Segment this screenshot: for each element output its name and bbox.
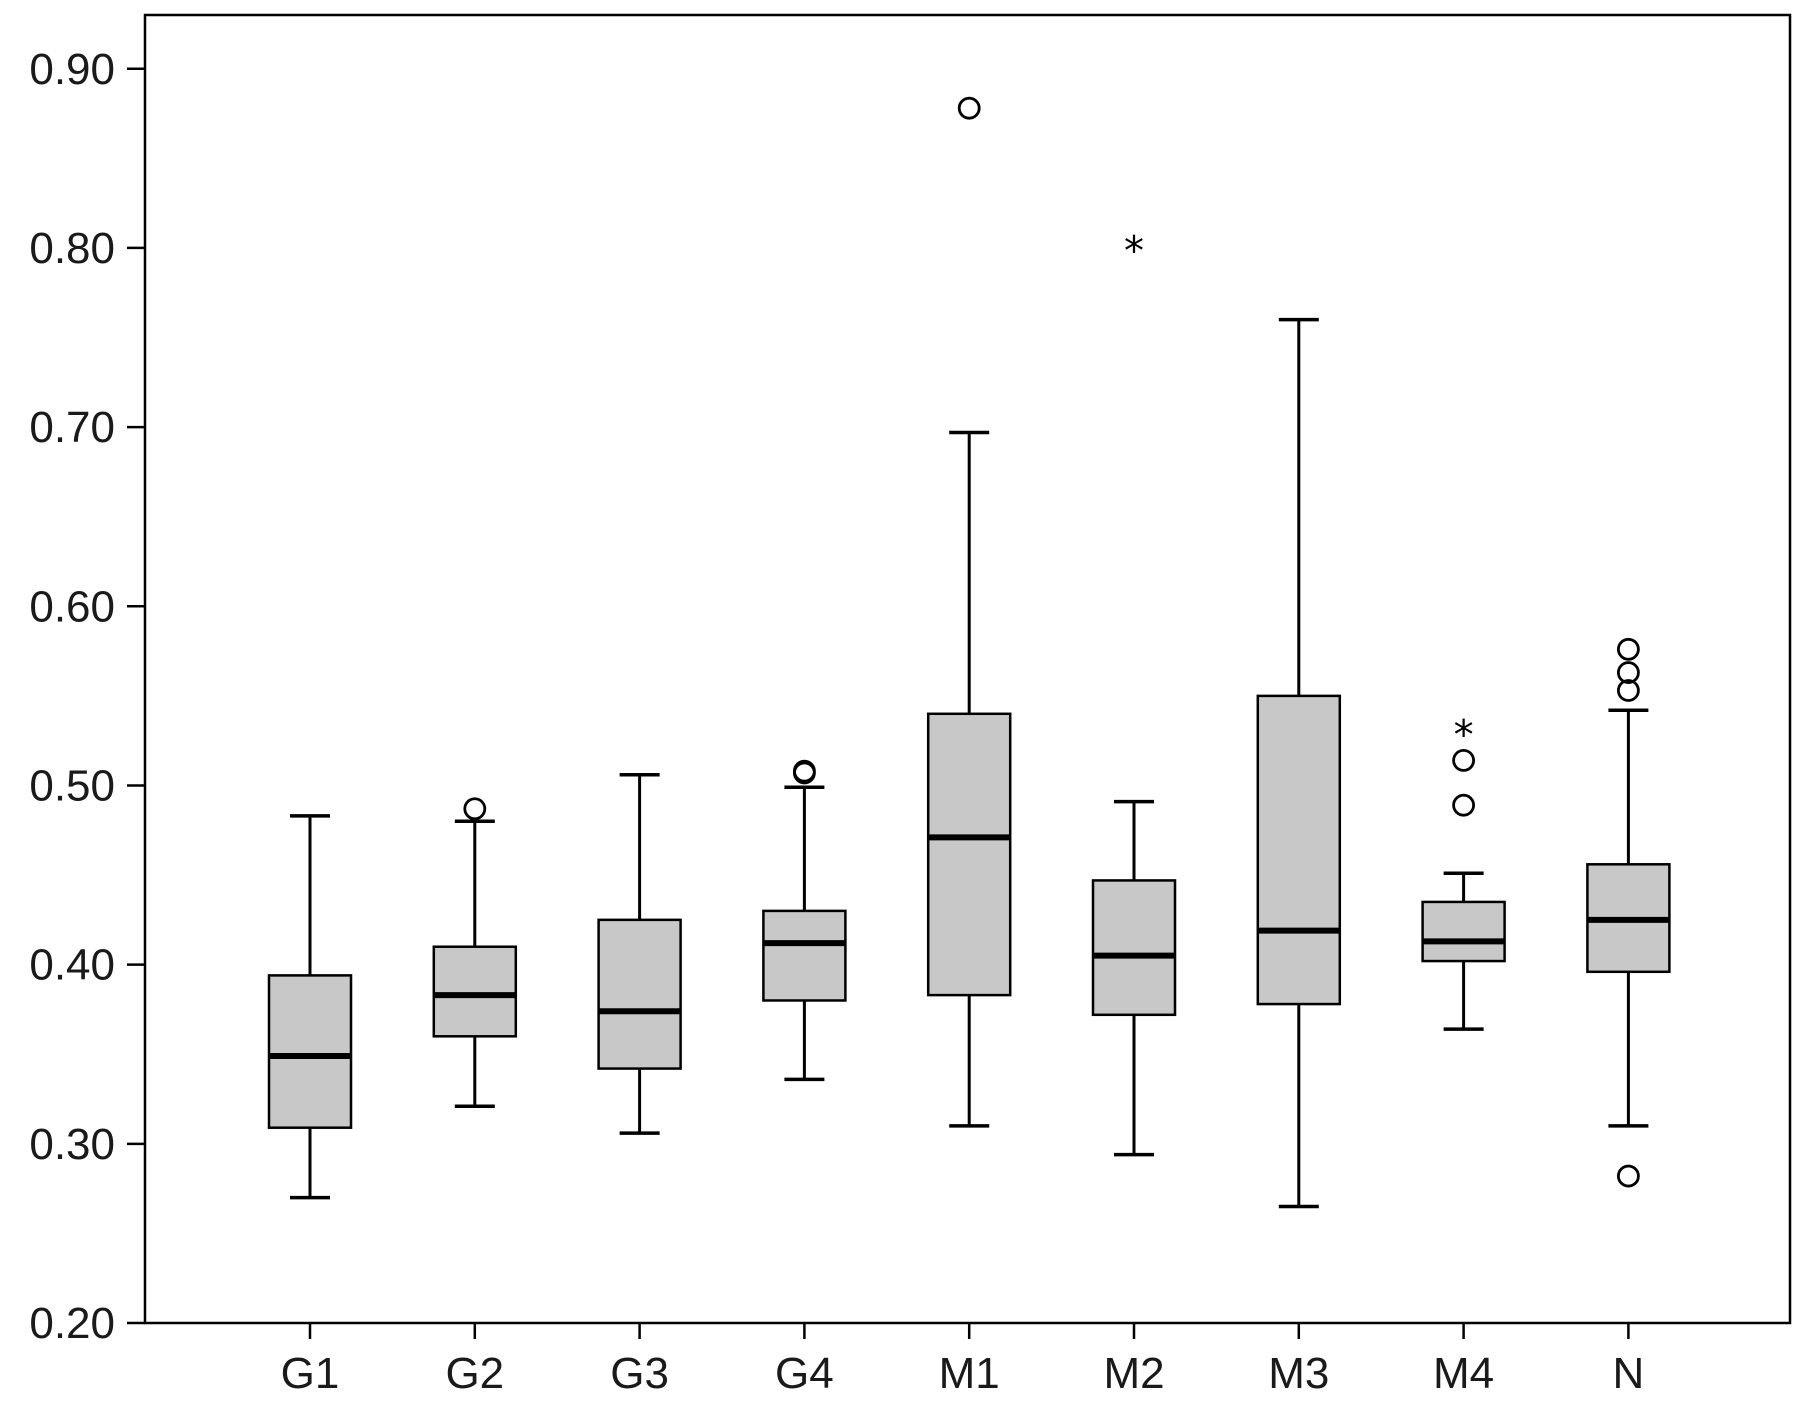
outlier-point [463, 797, 487, 821]
outlier-point [957, 96, 981, 120]
box-group-g2 [432, 797, 518, 1108]
box-group-g1 [267, 814, 353, 1200]
y-tick-label: 0.90 [29, 45, 115, 94]
plot-frame [143, 13, 1792, 1325]
extreme-point: * [1454, 712, 1474, 758]
iqr-box [926, 712, 1012, 997]
plot-border [143, 13, 1792, 1325]
y-tick-label: 0.30 [29, 1120, 115, 1169]
box-group-m1 [926, 96, 1012, 1128]
box-group-g3 [597, 772, 682, 1135]
x-tick-label: M4 [1433, 1349, 1494, 1398]
x-tick-label: M2 [1103, 1349, 1164, 1398]
y-tick-label: 0.70 [29, 403, 115, 452]
box-group-m2: * [1091, 229, 1177, 1157]
box-group-g4 [762, 759, 847, 1082]
iqr-box [597, 918, 682, 1070]
iqr-box [1421, 900, 1506, 963]
y-tick-label: 0.50 [29, 761, 115, 810]
box-group-m4: * [1421, 712, 1506, 1031]
iqr-box [762, 909, 847, 1002]
x-tick-label: M1 [939, 1349, 1000, 1398]
x-tick-label: G3 [610, 1349, 669, 1398]
outlier-point [1617, 679, 1640, 702]
box-group-m3 [1256, 317, 1342, 1209]
x-tick-label: G2 [445, 1349, 504, 1398]
x-tick-label: G4 [775, 1349, 834, 1398]
iqr-box [1256, 694, 1342, 1006]
extreme-point: * [1124, 229, 1144, 275]
y-tick-label: 0.80 [29, 224, 115, 273]
iqr-box [267, 974, 353, 1129]
y-tick-label: 0.20 [29, 1299, 115, 1348]
boxes: ** [267, 96, 1671, 1209]
outlier-point [1452, 748, 1475, 772]
x-axis: G1 G2 G3 G4 M1 M2 M3 M4 N [281, 1323, 1645, 1398]
iqr-box [1091, 879, 1177, 1017]
y-axis: 0.20 0.30 0.40 0.50 0.60 0.70 0.80 0.90 [29, 45, 145, 1348]
x-tick-label: N [1613, 1349, 1645, 1398]
box-group-n [1586, 637, 1671, 1188]
y-tick-label: 0.40 [29, 941, 115, 990]
outlier-point [1617, 637, 1640, 661]
outlier-point [1617, 1164, 1640, 1188]
x-tick-label: M3 [1268, 1349, 1329, 1398]
outlier-point [1452, 793, 1475, 817]
outlier-point [793, 759, 816, 783]
x-tick-label: G1 [281, 1349, 340, 1398]
outlier-point [1617, 661, 1640, 684]
y-tick-label: 0.60 [29, 582, 115, 631]
iqr-box [432, 945, 518, 1038]
